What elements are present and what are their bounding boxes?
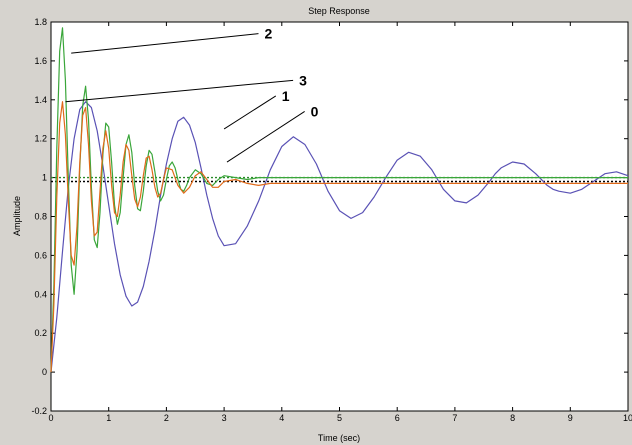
series-line-3: [50, 101, 628, 373]
ticks-layer: 0 1 2 3 4 5 6 7 8 9 10-0.200.20.40.60.811.21.41.61…: [31, 17, 632, 423]
y-tick-label: 1.6: [34, 56, 47, 66]
x-axis-title: Time (sec): [318, 433, 360, 443]
series-layer: [50, 27, 629, 373]
x-tick-label: 1: [106, 413, 111, 423]
x-tick-label: 2: [164, 413, 169, 423]
y-tick-label: 0.2: [34, 328, 47, 338]
y-tick-label: 0.6: [34, 250, 47, 260]
series-line-0: [50, 101, 629, 373]
annotations-layer: 2 31 0: [65, 26, 319, 163]
x-tick-label: 9: [568, 413, 573, 423]
y-axis-title: Amplitude: [12, 196, 22, 236]
x-tick-label: 4: [279, 413, 284, 423]
callout-line: [223, 95, 277, 130]
x-tick-label: 5: [337, 413, 342, 423]
callout-label: 1: [282, 88, 290, 104]
x-tick-label: 0: [48, 413, 53, 423]
chart-title: Step Response: [308, 6, 370, 16]
callout-label: 2: [264, 26, 272, 42]
y-tick-label: 0.8: [34, 212, 47, 222]
y-tick-label: 0.4: [34, 289, 47, 299]
y-tick-label: 1.2: [34, 134, 47, 144]
callout-label: 0: [311, 103, 319, 119]
y-tick-label: 1: [42, 173, 47, 183]
y-tick-label: 1.8: [34, 17, 47, 27]
y-tick-label: 0: [42, 367, 47, 377]
x-tick-label: 3: [222, 413, 227, 423]
callout-line: [226, 111, 305, 163]
plot-area: [50, 21, 629, 412]
x-tick-label: 6: [395, 413, 400, 423]
y-tick-label: -0.2: [31, 406, 47, 416]
callout-line: [65, 79, 294, 103]
y-tick-label: 1.4: [34, 95, 47, 105]
callout-line: [71, 33, 259, 54]
x-tick-label: 7: [452, 413, 457, 423]
callout-label: 3: [299, 72, 307, 88]
x-tick-label: 8: [510, 413, 515, 423]
x-tick-label: 10: [623, 413, 632, 423]
